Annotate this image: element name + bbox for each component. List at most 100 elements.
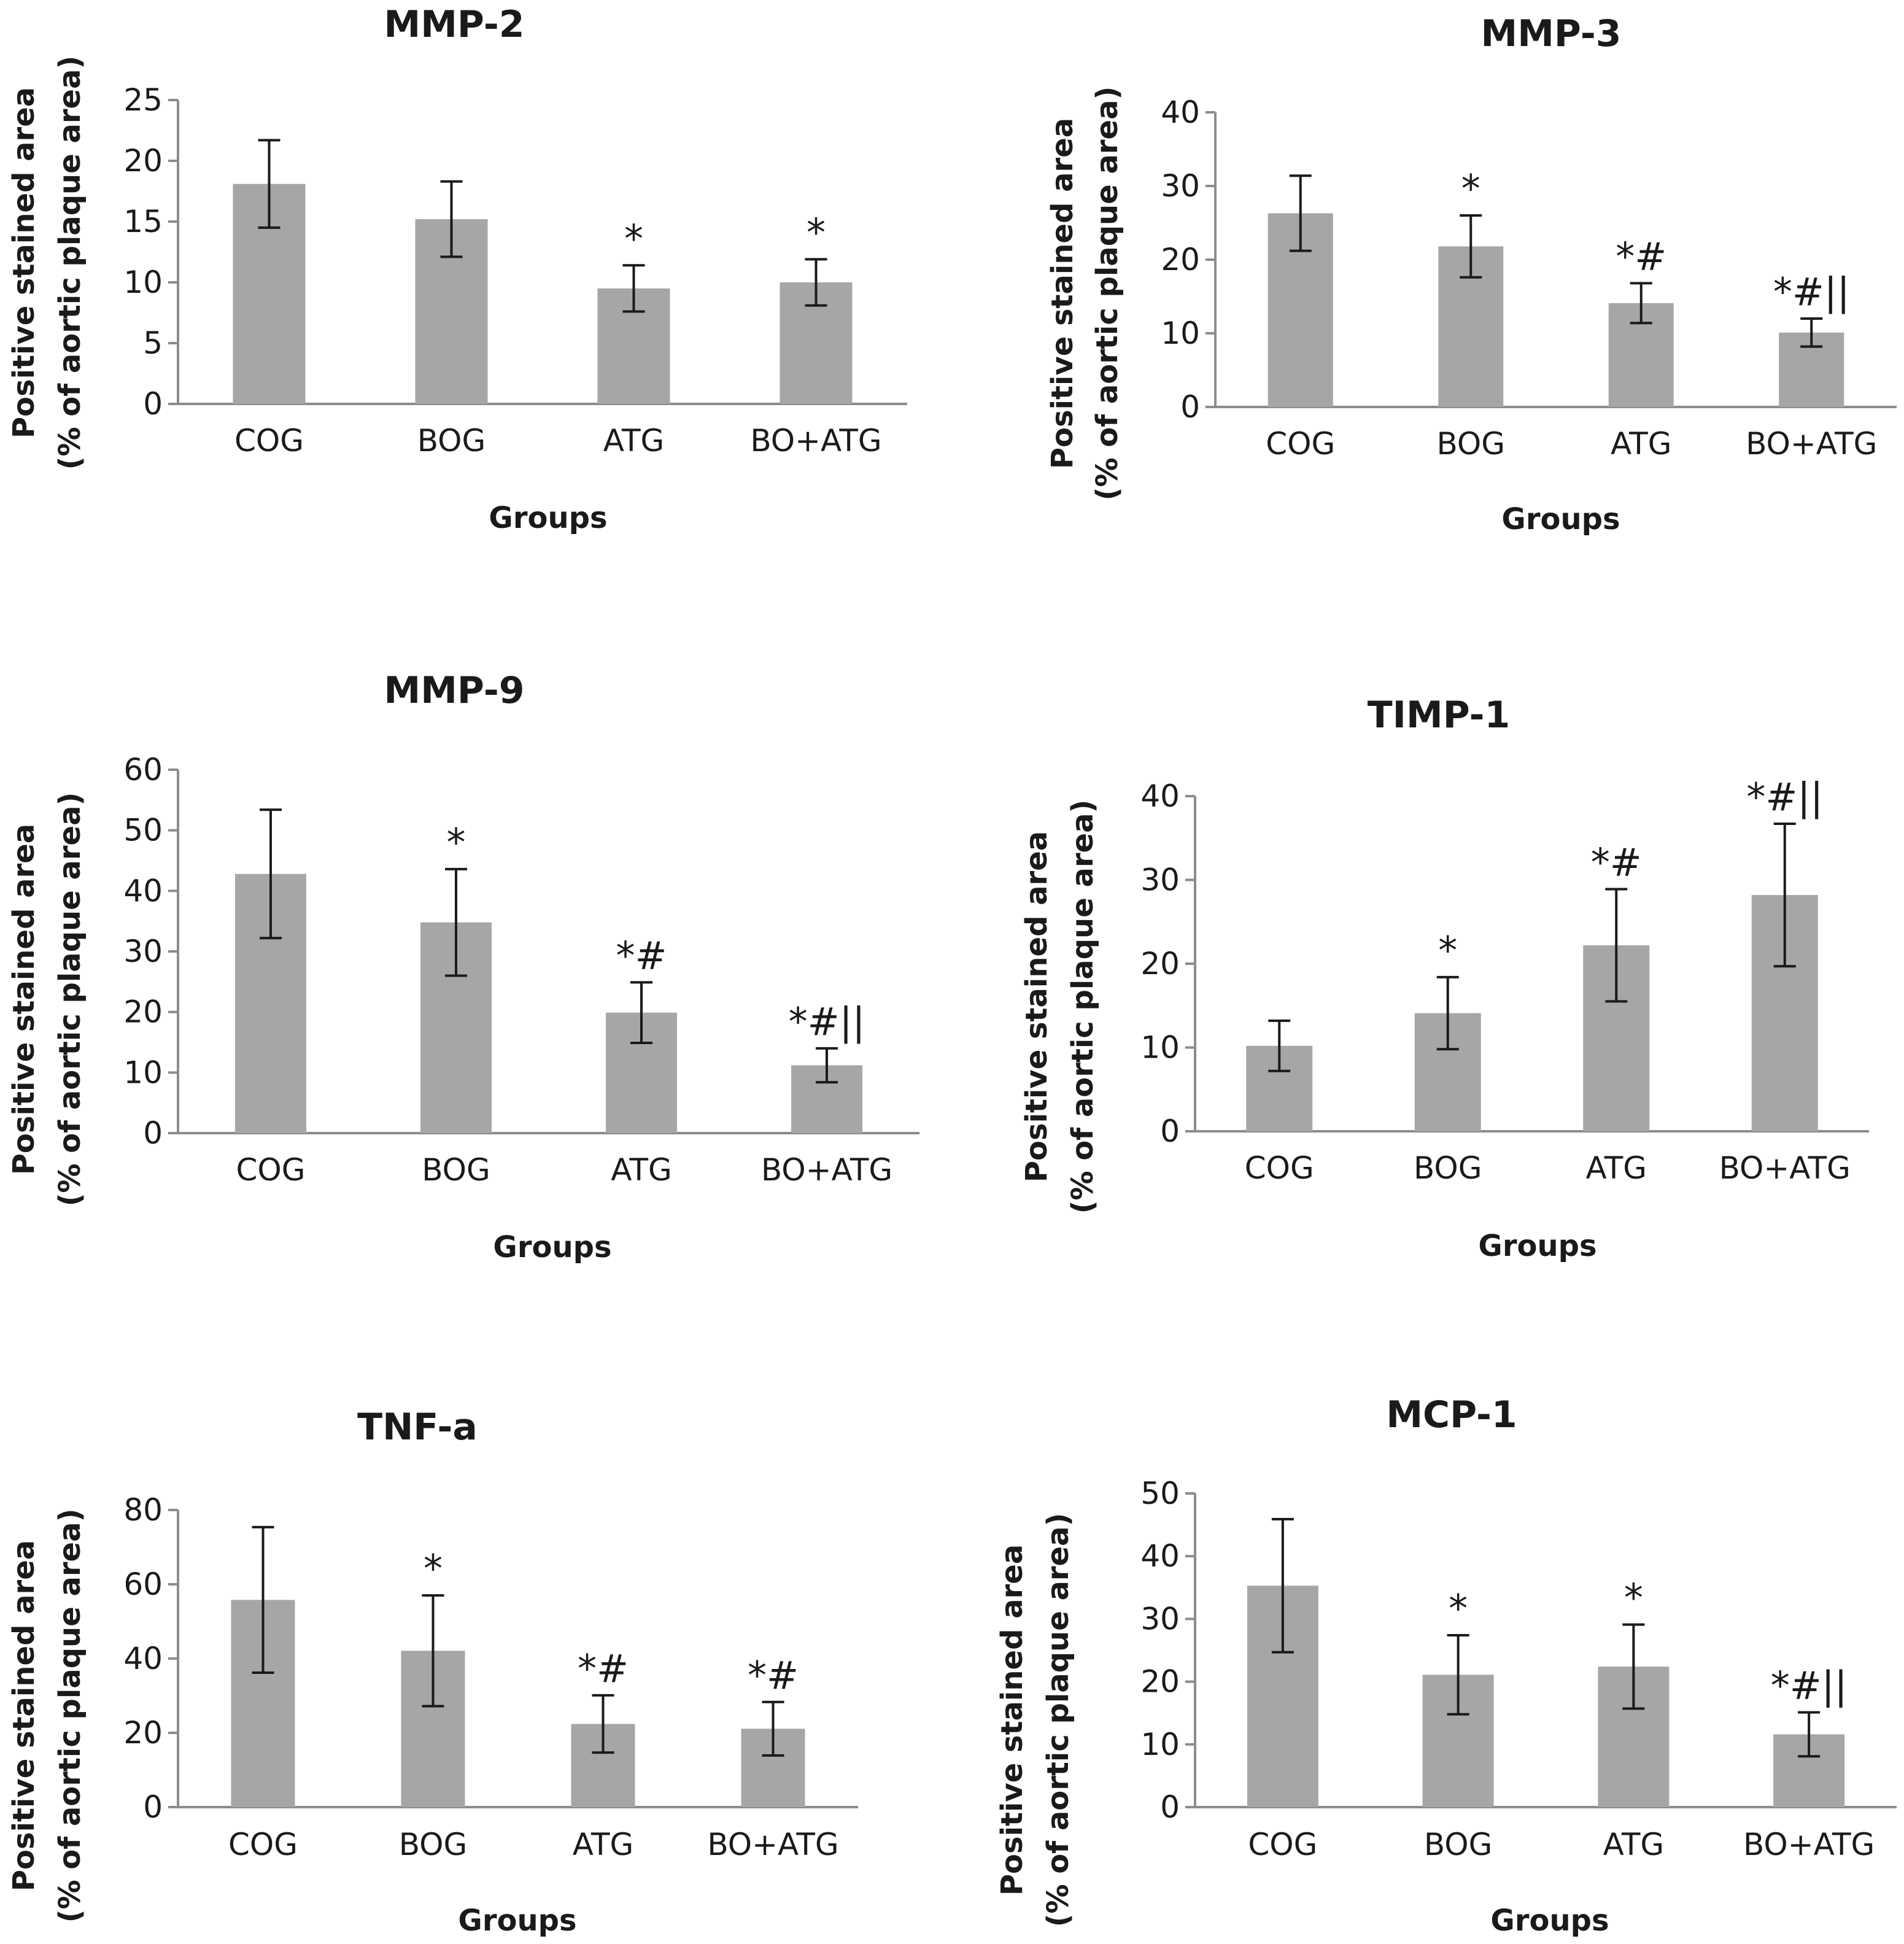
significance-label: *#: [578, 1646, 629, 1691]
chart-mmp-9: MMP-9 Positive stained area (% of aortic…: [7, 669, 919, 1264]
significance-label: *#: [1616, 234, 1666, 279]
x-axis-label: Groups: [489, 501, 607, 535]
x-axis-label: Groups: [1490, 1903, 1609, 1938]
chart-title: TNF-a: [357, 1406, 478, 1449]
error-bar: [1447, 1633, 1469, 1716]
y-tick-label: 20: [1140, 1664, 1180, 1700]
chart-mmp-2: MMP-2 Positive stained area (% of aortic…: [7, 3, 907, 535]
significance-label: *#: [616, 933, 667, 978]
y-tick-label: 20: [1161, 242, 1200, 277]
category-label: ATG: [611, 1152, 672, 1188]
y-tick-label: 30: [123, 934, 163, 969]
y-tick-label: 50: [1140, 1476, 1180, 1511]
error-bar: [440, 180, 463, 258]
y-axis-label-line-1: Positive stained area: [7, 1540, 41, 1891]
category-label: BOG: [1424, 1827, 1493, 1862]
category-label: BO+ATG: [761, 1152, 892, 1188]
x-axis-label: Groups: [458, 1903, 576, 1938]
significance-label: *#: [748, 1653, 799, 1698]
category-label: COG: [1245, 1150, 1314, 1186]
error-bar: [1622, 1623, 1645, 1710]
plot-area: 0 10 20 30 40 COG * BOG *# ATG *#|| BO+ATG: [1140, 775, 1869, 1186]
y-tick-label: 30: [1140, 1601, 1180, 1636]
y-tick-label: 10: [1140, 1030, 1180, 1066]
category-label: ATG: [1603, 1827, 1665, 1862]
error-bar: [1630, 282, 1652, 325]
significance-label: *: [624, 216, 643, 261]
y-tick-label: 25: [123, 82, 163, 118]
y-tick-label: 10: [1140, 1727, 1180, 1762]
y-axis-label-line-1: Positive stained area: [1045, 118, 1080, 469]
y-tick-label: 40: [1140, 1538, 1180, 1574]
plot-area: 0 10 20 30 40 50 60 COG * BOG *# ATG *#|| BO+ATG: [123, 752, 919, 1188]
y-axis-label-line-2: (% of aortic plaque area): [1066, 800, 1100, 1214]
y-tick-label: 40: [1161, 95, 1200, 130]
y-tick-label: 50: [123, 813, 163, 848]
y-tick-label: 15: [123, 204, 163, 239]
chart-timp-1: TIMP-1 Positive stained area (% of aorti…: [1020, 694, 1869, 1263]
error-bar: [1436, 975, 1459, 1051]
significance-label: *: [424, 1546, 443, 1591]
error-bar: [1289, 174, 1312, 252]
y-tick-label: 20: [123, 994, 163, 1030]
error-bar: [260, 808, 282, 940]
error-bar: [1773, 823, 1796, 968]
plot-area: 0 10 20 30 40 COG * BOG *# ATG *#|| BO+ATG: [1161, 95, 1897, 462]
y-axis-label-line-1: Positive stained area: [7, 824, 41, 1175]
category-label: BO+ATG: [1743, 1827, 1875, 1862]
error-bar: [1798, 1711, 1821, 1758]
chart-mcp-1: MCP-1 Positive stained area (% of aortic…: [995, 1393, 1897, 1938]
category-label: BO+ATG: [707, 1827, 838, 1862]
plot-area: 0 10 20 30 40 50 COG * BOG * ATG *#|| BO+ATG: [1140, 1476, 1897, 1862]
significance-label: *#||: [1746, 775, 1823, 820]
significance-label: *: [447, 820, 466, 865]
chart-title: MMP-3: [1481, 12, 1622, 55]
y-axis-label-line-1: Positive stained area: [1020, 831, 1054, 1182]
y-tick-label: 20: [123, 1715, 163, 1751]
error-bar: [422, 1594, 444, 1708]
significance-label: *: [1461, 166, 1480, 211]
category-label: BOG: [417, 423, 486, 459]
category-label: ATG: [573, 1827, 634, 1862]
category-label: BO+ATG: [1746, 426, 1877, 462]
significance-label: *#: [1591, 840, 1642, 885]
significance-label: *#||: [1771, 1663, 1848, 1709]
significance-label: *: [1438, 928, 1457, 973]
y-tick-label: 0: [1180, 389, 1200, 425]
plot-area: 0 5 10 15 20 25 COG BOG * ATG * BO+ATG: [123, 82, 907, 459]
plot-area: 0 20 40 60 80 COG * BOG *# ATG *# BO+ATG: [123, 1492, 858, 1862]
y-tick-label: 40: [1140, 778, 1180, 814]
chart-title: MMP-2: [384, 3, 525, 46]
y-axis-label-line-1: Positive stained area: [7, 87, 41, 438]
y-tick-label: 0: [1160, 1113, 1180, 1149]
category-label: ATG: [1611, 426, 1672, 462]
error-bar: [1271, 1517, 1294, 1654]
significance-label: *#||: [1773, 269, 1850, 315]
y-tick-label: 5: [143, 325, 163, 361]
y-axis-label-line-2: (% of aortic plaque area): [1041, 1513, 1075, 1927]
y-axis-label-line-1: Positive stained area: [995, 1544, 1029, 1896]
error-bar: [622, 264, 645, 313]
error-bar: [592, 1694, 614, 1754]
category-label: COG: [1266, 426, 1335, 462]
category-label: BOG: [422, 1152, 490, 1188]
y-tick-label: 30: [1140, 862, 1180, 898]
chart-title: MMP-9: [384, 669, 525, 712]
category-label: BOG: [399, 1827, 468, 1862]
category-label: BO+ATG: [1719, 1150, 1851, 1186]
error-bar: [1268, 1019, 1291, 1072]
category-label: ATG: [603, 423, 665, 459]
y-axis-label-line-2: (% of aortic plaque area): [53, 56, 87, 470]
y-tick-label: 60: [123, 1566, 163, 1602]
error-bar: [1460, 214, 1482, 279]
y-tick-label: 60: [123, 752, 163, 788]
y-tick-label: 0: [143, 1115, 163, 1151]
category-label: BOG: [1436, 426, 1505, 462]
error-bar: [252, 1525, 274, 1674]
y-tick-label: 40: [123, 873, 163, 908]
chart-mmp-3: MMP-3 Positive stained area (% of aortic…: [1045, 12, 1897, 536]
y-axis-label-line-2: (% of aortic plaque area): [1090, 87, 1124, 501]
y-tick-label: 80: [123, 1492, 163, 1528]
significance-label: *: [807, 210, 826, 255]
